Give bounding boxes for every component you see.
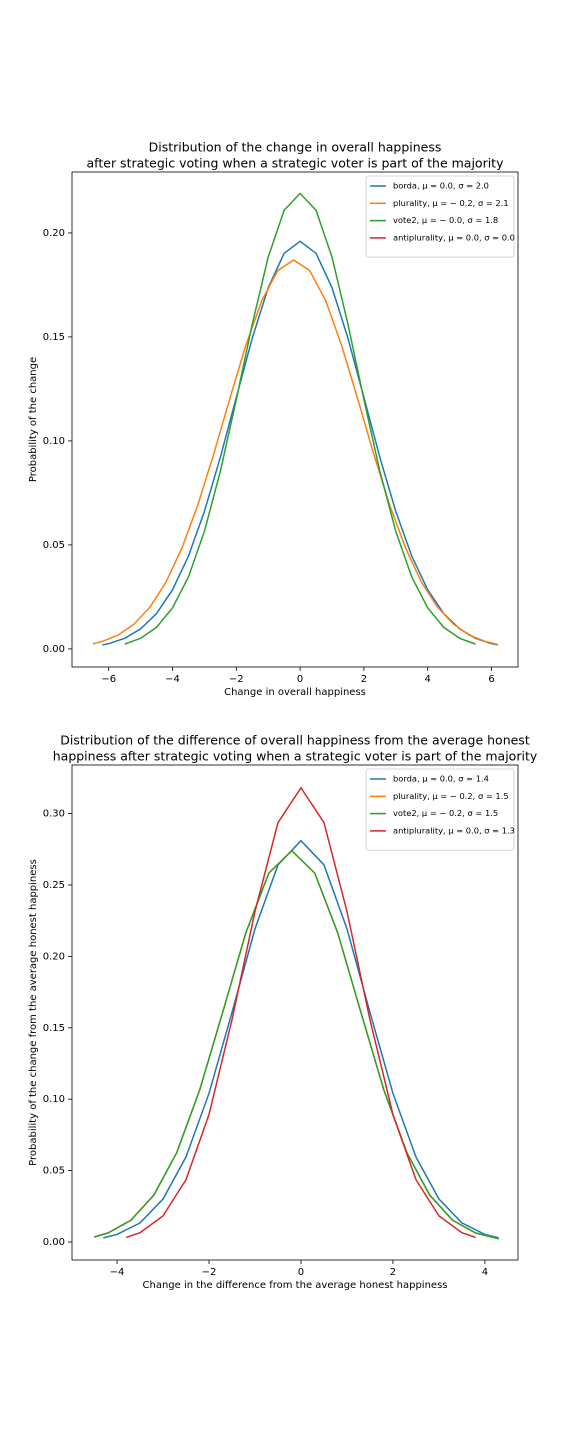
x-tick-label: −4 — [165, 674, 180, 685]
legend-box — [365, 175, 515, 258]
legend-label: plurality, μ = − 0.2, σ = 1.5 — [393, 791, 509, 801]
plot-frame — [71, 764, 519, 1261]
series-line — [93, 849, 499, 1240]
legend-label: antiplurality, μ = 0.0, σ = 1.3 — [393, 825, 515, 835]
legend-label: borda, μ = 0.0, σ = 2.0 — [393, 181, 489, 191]
x-tick-label: −2 — [229, 674, 244, 685]
x-tick-label: 6 — [488, 674, 494, 685]
chart-title: after strategic voting when a strategic … — [87, 156, 505, 171]
y-tick-label: 0.05 — [43, 540, 65, 551]
x-axis-label: Change in overall happiness — [224, 687, 366, 698]
x-axis-label: Change in the difference from the averag… — [143, 1280, 448, 1291]
x-tick-label: 0 — [297, 674, 303, 685]
x-tick-label: −4 — [110, 1267, 125, 1278]
legend-label: vote2, μ = − 0.0, σ = 1.8 — [393, 215, 498, 225]
y-tick-label: 0.30 — [43, 809, 65, 820]
x-tick-label: 2 — [390, 1267, 396, 1278]
x-tick-label: 4 — [482, 1267, 488, 1278]
legend-label: plurality, μ = − 0.2, σ = 2.1 — [393, 198, 509, 208]
series-line — [103, 839, 499, 1239]
y-tick-label: 0.05 — [43, 1166, 65, 1177]
series-line — [92, 259, 499, 646]
chart-title: Distribution of the change in overall ha… — [149, 140, 442, 155]
chart-title: Distribution of the difference of overal… — [60, 733, 530, 748]
legend-label: antiplurality, μ = 0.0, σ = 0.0 — [393, 232, 515, 242]
y-tick-label: 0.15 — [43, 332, 65, 343]
x-tick-label: 2 — [361, 674, 367, 685]
y-tick-label: 0.00 — [43, 1237, 65, 1248]
y-tick-label: 0.20 — [43, 951, 65, 962]
x-tick-label: −6 — [101, 674, 116, 685]
series-line — [126, 786, 476, 1239]
y-tick-label: 0.10 — [43, 1094, 65, 1105]
y-axis-label: Probability of the change from the avera… — [28, 859, 39, 1166]
y-tick-label: 0.10 — [43, 436, 65, 447]
y-tick-label: 0.25 — [43, 880, 65, 891]
plot-frame — [71, 171, 519, 668]
y-tick-label: 0.00 — [43, 644, 65, 655]
x-tick-label: 4 — [425, 674, 431, 685]
series-line — [124, 192, 476, 645]
chart-title: happiness after strategic voting when a … — [53, 749, 538, 764]
legend-box — [365, 768, 515, 851]
y-axis-label: Probability of the change — [28, 357, 39, 482]
x-tick-label: −2 — [202, 1267, 217, 1278]
legend-label: vote2, μ = − 0.2, σ = 1.5 — [393, 808, 498, 818]
x-tick-label: 0 — [298, 1267, 304, 1278]
series-line — [102, 240, 499, 646]
legend-label: borda, μ = 0.0, σ = 1.4 — [393, 774, 489, 784]
y-tick-label: 0.15 — [43, 1023, 65, 1034]
y-tick-label: 0.20 — [43, 228, 65, 239]
